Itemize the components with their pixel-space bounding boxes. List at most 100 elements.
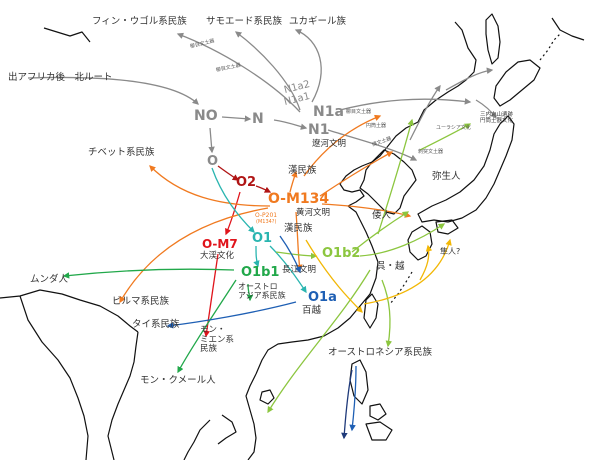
arrow-green-north [377, 118, 414, 235]
label-austroasiatic: オーストロ アジア系民族 [238, 282, 286, 300]
label-han-2: 漢民族 [284, 223, 313, 234]
vietnam-coast [245, 373, 257, 460]
far-east-coast [371, 21, 477, 163]
sakhalin-island [485, 13, 501, 65]
label-wa: 倭人 [372, 210, 392, 221]
label-sannai: 三内丸山遺跡 円筒土器文化 [480, 112, 514, 125]
ryukyu-islands [389, 271, 413, 305]
india-south [19, 295, 89, 460]
hap-O: O [207, 154, 219, 169]
northern-arc [551, 17, 585, 41]
hap-O1: O1 [252, 231, 273, 246]
label-daxi: 大渓文化 [200, 251, 235, 261]
arrow-ooa-to-no [27, 76, 199, 105]
label-mon-khmer: モン・クメール人 [140, 375, 216, 386]
myanmar-coast [107, 331, 139, 460]
mindanao-island [365, 421, 393, 441]
hap-O2: O2 [236, 175, 257, 190]
arrow-green-south-long [267, 269, 371, 414]
arrow-n1-to-samoyed [234, 31, 301, 111]
arrow-o1-blue [279, 235, 302, 274]
arrow-o1b2-to-japan [359, 223, 446, 257]
label-yayoi: 弥生人 [432, 171, 461, 182]
label-tibetan: チベット系民族 [88, 147, 155, 158]
arrow-o1-to-o1b1 [253, 245, 260, 268]
label-munda: ムンダ人 [30, 274, 69, 285]
arrow-north-gray [409, 84, 441, 141]
arrow-o2-to-om134 [255, 185, 272, 193]
label-hmong-mien: モン・ ミエン系 民族 [200, 325, 235, 355]
visayas-island [369, 403, 387, 421]
gulf-coast [217, 414, 237, 445]
arrow-n-to-n1 [273, 119, 308, 130]
arrow-yellow-ocean [363, 238, 452, 305]
arrow-navy-south [341, 369, 353, 440]
hap-NO: NO [194, 108, 218, 124]
label-yukaghir: ユカギール族 [289, 16, 347, 27]
arrow-n1-to-finno [176, 32, 301, 113]
hainan-island [259, 389, 275, 405]
arrow-o1b1-to-austroasiatic [246, 283, 254, 302]
label-austronesian: オーストロネシア系民族 [328, 347, 433, 358]
hap-O-M7: O-M7 [202, 237, 238, 251]
kuril-islands [539, 33, 561, 61]
note-koshi: ユーラシア文化 [436, 125, 471, 131]
arrow-om134-to-north [303, 114, 382, 177]
arrow-om134-to-korea [319, 151, 394, 197]
arrow-n1-to-yukaghir [294, 29, 322, 103]
arrow-o1b1-to-monkhmer [177, 279, 237, 374]
label-han-1: 漢民族 [288, 165, 317, 176]
arrow-sakhalin-gray [445, 67, 494, 91]
arrow-green-tohoku [419, 123, 472, 151]
label-yangtze: 長江文明 [282, 265, 317, 275]
coastline-group [0, 13, 585, 460]
arrow-o-to-o1 [211, 167, 255, 233]
note-shikonsen: 刺突文土器 [418, 149, 444, 155]
korea-coast [359, 149, 417, 215]
hap-N1: N1 [308, 122, 330, 138]
hap-O1b1: O1b1 [241, 265, 280, 280]
arrow-om134-to-han [289, 170, 298, 193]
arrow-om7-south [203, 253, 219, 338]
hokkaido-island [493, 59, 541, 107]
label-out-of-africa: 出アフリカ後 北ルート [8, 72, 113, 83]
arrow-green-ryukyu [381, 279, 393, 348]
arrow-om134-south [295, 211, 303, 272]
arrow-n1a-east [339, 98, 472, 111]
hap-N1a: N1a [313, 104, 344, 120]
label-hayato: 隼人? [440, 247, 461, 256]
taiwan-island [363, 293, 379, 329]
honshu-island [417, 115, 515, 223]
note-o-p201: O-P201 [255, 212, 278, 219]
note-kushi-lower: 櫛目文土器 [346, 109, 372, 115]
arrow-yellow-kyushu [419, 244, 433, 281]
label-baiyue: 百越 [302, 305, 322, 316]
label-tai: タイ系民族 [132, 319, 180, 330]
arrow-o1a-west [166, 301, 297, 329]
bohai-coast [339, 161, 373, 221]
arrow-o1b2-to-korea [351, 211, 410, 253]
arrow-n1a-to-tohoku [475, 99, 497, 120]
label-liao-river: 遼河文明 [312, 139, 347, 149]
label-samoyed: サモエード系民族 [206, 16, 283, 27]
label-yellow-river: 黄河文明 [296, 208, 331, 218]
label-finno-ugric: フィン・ウゴル系民族 [92, 16, 187, 27]
arrow-om134-to-kyushu [321, 203, 412, 218]
arrow-yellow-taiwan [305, 239, 363, 313]
luzon-island [349, 359, 369, 405]
hap-O1a: O1a [308, 290, 337, 305]
indochina-coast [183, 419, 211, 460]
arrow-n1-to-korea [327, 129, 418, 161]
label-wu-yue: 呉・越 [376, 261, 405, 272]
arrow-o1-to-o1a [269, 245, 307, 294]
india-coast [0, 289, 139, 333]
arrow-om134-to-burma [119, 207, 269, 304]
arrow-navy-south-2 [349, 365, 357, 432]
arrow-o1b1-to-munda [62, 268, 235, 279]
arrow-no-to-o [208, 127, 215, 154]
hap-O-M134: O-M134 [268, 191, 330, 207]
shikoku-island [435, 219, 459, 235]
arrow-no-to-n [221, 115, 252, 122]
